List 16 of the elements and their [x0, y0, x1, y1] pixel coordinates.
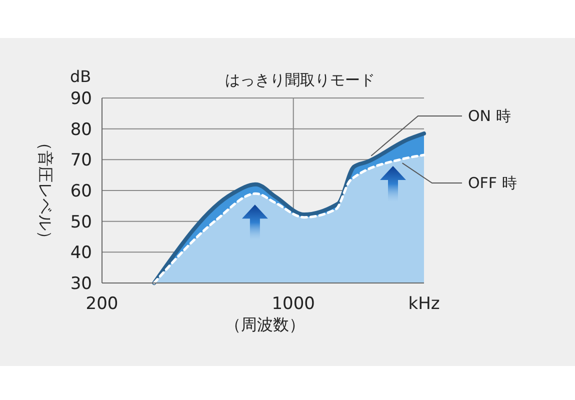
y-axis-title: （音圧レベル） [36, 134, 55, 246]
y-tick-label: 30 [70, 274, 92, 294]
y-tick-label: 60 [70, 182, 92, 202]
text: dB [70, 67, 92, 86]
text: OFF 時 [468, 174, 517, 192]
y-tick-label: 80 [70, 120, 92, 140]
text: ON 時 [468, 107, 511, 125]
chart-title: はっきり聞取りモード [225, 71, 375, 89]
x-tick-label: 1000 [272, 294, 316, 314]
x-axis-title: （周波数） [225, 315, 305, 334]
x-tick-label: kHz [408, 294, 440, 314]
x-tick-label: 200 [86, 294, 118, 314]
y-tick-label: 90 [70, 89, 92, 109]
y-tick-label: 50 [70, 212, 92, 232]
y-tick-label: 40 [70, 243, 92, 264]
y-tick-label: 70 [70, 150, 92, 171]
